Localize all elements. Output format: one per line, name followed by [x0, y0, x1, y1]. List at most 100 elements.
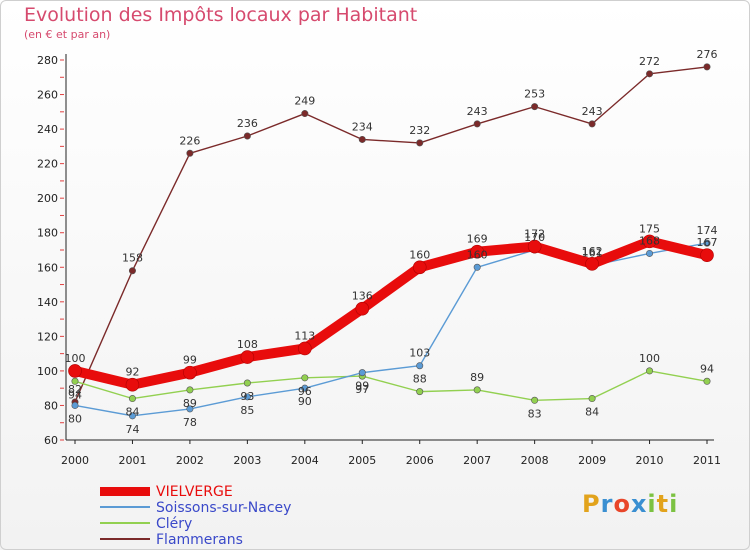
data-label: 136	[352, 290, 373, 303]
series-line-flammerans	[74, 66, 708, 403]
x-tick-label: 2001	[118, 454, 146, 467]
data-point	[473, 120, 481, 128]
data-point	[355, 301, 370, 316]
legend-swatch	[100, 522, 150, 524]
data-point	[301, 384, 309, 392]
tick-labels: 60 80 100 120 140 160 180 200 220 240 260 280 2000 20…	[37, 54, 721, 467]
y-tick-label: 280	[37, 54, 58, 67]
data-point	[531, 103, 539, 111]
legend-item: Flammerans	[100, 532, 360, 548]
y-tick-label: 260	[37, 89, 58, 102]
legend-swatch	[100, 487, 150, 496]
logo-letter: r	[600, 490, 614, 518]
data-label: 84	[125, 406, 139, 419]
y-tick-label: 240	[37, 123, 58, 136]
y-tick-label: 180	[37, 227, 58, 240]
data-point	[243, 132, 251, 140]
data-point	[183, 365, 197, 380]
data-point	[71, 401, 79, 409]
data-point	[128, 412, 136, 420]
data-label: 99	[355, 380, 369, 393]
x-tick-label: 2006	[406, 454, 434, 467]
x-tick-label: 2007	[463, 454, 491, 467]
axes	[60, 54, 714, 444]
y-tick-label: 140	[37, 296, 58, 309]
data-point	[186, 149, 194, 157]
y-tick-label: 80	[44, 399, 58, 412]
data-point	[240, 350, 255, 364]
x-tick-label: 2011	[693, 454, 721, 467]
chart-subtitle: (en € et par an)	[24, 28, 111, 41]
data-point	[703, 239, 711, 247]
data-label: 169	[467, 233, 488, 246]
y-tick-label: 100	[37, 365, 58, 378]
data-point	[416, 362, 424, 370]
logo-letter: P	[582, 490, 601, 518]
data-point	[646, 70, 654, 78]
logo-letter: i	[669, 490, 679, 518]
data-label: 94	[700, 362, 714, 375]
data-label: 172	[524, 228, 545, 241]
data-label: 96	[298, 385, 312, 398]
data-point	[470, 244, 484, 259]
y-tick-label: 200	[37, 192, 58, 205]
series-line-soissons-sur-nacey	[74, 242, 708, 417]
legend-label: VIELVERGE	[156, 484, 233, 500]
data-point	[186, 405, 194, 413]
data-point	[358, 135, 366, 143]
data-point	[125, 377, 140, 392]
data-label: 93	[240, 390, 254, 403]
data-label: 243	[467, 105, 488, 118]
data-labels: 82 158 226 236 249 234 232 243 253 243 272 276 94 84 8…	[65, 48, 718, 436]
data-label: 90	[298, 395, 312, 408]
legend-item: Soissons-sur-Nacey	[100, 500, 360, 516]
proxiti-logo: Proxiti	[582, 490, 678, 518]
data-label: 84	[585, 406, 599, 419]
data-label: 88	[413, 373, 427, 386]
legend-label: Flammerans	[156, 532, 243, 548]
legend-swatch	[100, 538, 150, 540]
data-point	[186, 386, 194, 394]
series-line-cl-ry	[74, 370, 708, 401]
logo-letter: i	[647, 490, 657, 518]
data-point	[243, 393, 251, 401]
data-label: 89	[470, 371, 484, 384]
data-point	[301, 110, 309, 118]
logo-letter: t	[656, 490, 670, 518]
data-label: 232	[409, 124, 430, 137]
data-point	[416, 388, 424, 396]
y-tick-label: 120	[37, 330, 58, 343]
y-tick-label: 220	[37, 158, 58, 171]
data-label: 234	[352, 120, 373, 133]
x-tick-label: 2000	[61, 454, 89, 467]
data-label: 113	[294, 329, 315, 342]
data-label: 74	[125, 423, 139, 436]
series-line-vielverge	[70, 236, 712, 390]
data-point	[646, 367, 654, 375]
data-point	[700, 248, 714, 262]
data-label: 161	[582, 247, 603, 260]
data-label: 82	[68, 383, 82, 396]
data-label: 108	[237, 338, 258, 351]
chart-title: Evolution des Impôts locaux par Habitant	[24, 4, 418, 26]
data-label: 167	[697, 236, 718, 249]
legend: VIELVERGE Soissons-sur-Nacey Cléry Flammera…	[100, 484, 360, 548]
data-point	[416, 139, 424, 147]
data-label: 100	[65, 352, 86, 365]
series-lines	[70, 66, 712, 417]
data-label: 226	[179, 134, 200, 147]
logo-letter: o	[613, 490, 631, 518]
legend-swatch	[100, 506, 150, 508]
x-tick-label: 2002	[176, 454, 204, 467]
legend-item: VIELVERGE	[100, 484, 360, 500]
legend-item: Cléry	[100, 516, 360, 532]
data-label: 103	[409, 347, 430, 360]
data-label: 162	[582, 245, 603, 258]
data-label: 272	[639, 55, 660, 68]
y-tick-label: 160	[37, 261, 58, 274]
data-label: 236	[237, 117, 258, 130]
data-point	[588, 120, 596, 128]
data-label: 276	[697, 48, 718, 61]
data-label: 83	[528, 407, 542, 420]
